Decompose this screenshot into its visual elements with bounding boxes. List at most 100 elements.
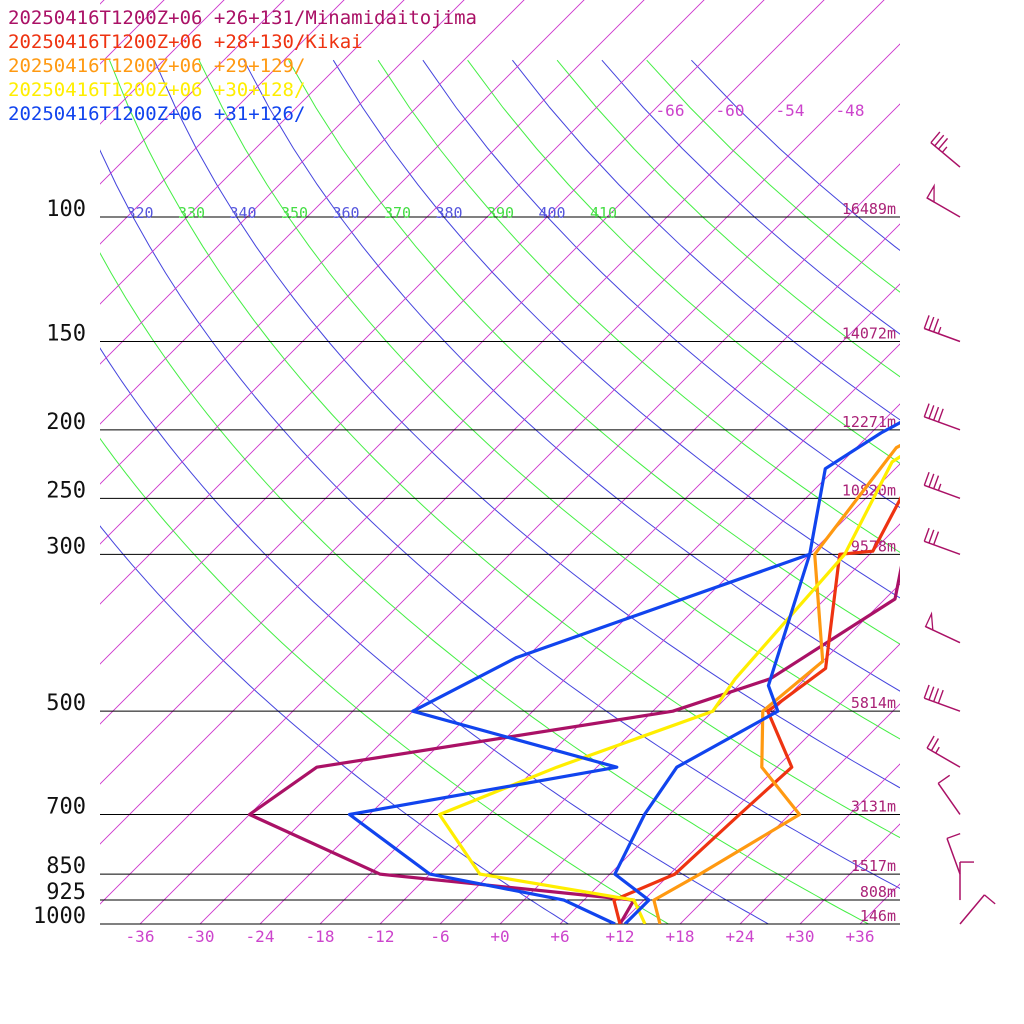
wind-barb-feather xyxy=(923,527,930,542)
wind-barb-staff xyxy=(930,142,961,168)
dry-adiabat-line xyxy=(100,252,870,924)
wind-barb-feather xyxy=(946,832,961,840)
isotherm-line xyxy=(100,0,885,785)
pressure-label: 850 xyxy=(46,854,86,879)
temperature-tick-label: +18 xyxy=(666,927,695,946)
isotherm-line xyxy=(799,823,900,924)
wind-barb-staff xyxy=(924,484,961,500)
wind-barb-feather xyxy=(933,688,940,702)
dry-adiabat-line xyxy=(198,59,900,740)
legend-entry: 20250416T1200Z+06 +30+128/ xyxy=(8,79,306,101)
wind-barb-feather xyxy=(933,475,940,490)
theta-label: 390 xyxy=(487,204,514,222)
wind-barb-staff xyxy=(924,697,961,712)
pressure-label: 250 xyxy=(46,478,86,503)
isotherm-line xyxy=(379,403,900,924)
theta-label: 370 xyxy=(384,204,411,222)
isotherm-line xyxy=(100,0,225,125)
upper-temperature-label: -54 xyxy=(776,101,805,120)
temperature-tick-label: +6 xyxy=(550,927,569,946)
dry-adiabat-line xyxy=(288,59,900,645)
wind-barb-feather xyxy=(933,318,940,333)
temperature-tick-label: -12 xyxy=(366,927,395,946)
dry-adiabats xyxy=(100,59,900,924)
wind-barb-feather xyxy=(934,134,945,147)
pressure-label: 100 xyxy=(46,197,86,222)
dry-adiabat-line xyxy=(100,347,770,924)
isotherm-line xyxy=(199,223,900,924)
isotherm-line xyxy=(100,0,345,245)
isobars xyxy=(100,216,900,925)
dry-adiabat-line xyxy=(153,59,900,789)
sounding-line-0 xyxy=(247,565,900,924)
height-label: 1517m xyxy=(851,857,896,875)
wind-barb-feather xyxy=(937,689,944,704)
temperature-tick-label: +24 xyxy=(726,927,755,946)
pressure-label: 300 xyxy=(46,534,86,559)
isotherm-line xyxy=(499,523,900,924)
height-label: 16489m xyxy=(842,200,896,218)
isotherm-line xyxy=(100,0,405,305)
wind-barb-feather xyxy=(930,131,941,144)
wind-barb xyxy=(959,861,974,901)
legend-entry: 20250416T1200Z+06 +29+129/ xyxy=(8,55,306,77)
upper-temperature-label: -48 xyxy=(836,101,865,120)
height-label: 3131m xyxy=(851,797,896,815)
wind-barb-feather xyxy=(923,684,930,699)
theta-label: 330 xyxy=(178,204,205,222)
height-labels: 16489m14072m12271m10820m9578m5814m3131m1… xyxy=(842,200,896,925)
wind-barb xyxy=(923,403,961,431)
isotherm-line xyxy=(100,103,900,905)
isotherms xyxy=(100,0,900,924)
wind-barb xyxy=(923,315,961,343)
dry-adiabat-line xyxy=(100,437,670,924)
wind-barb-feather xyxy=(937,774,951,784)
wind-barb-feather xyxy=(928,473,935,488)
dry-adiabat-line xyxy=(646,59,900,293)
wind-barb xyxy=(937,774,961,815)
legend-entry: 20250416T1200Z+06 +28+130/Kikai xyxy=(8,31,363,53)
wind-barb xyxy=(923,471,961,500)
wind-barb-feather xyxy=(923,315,930,329)
isotherm-line xyxy=(559,583,900,924)
wind-barb-feather xyxy=(983,894,996,905)
dry-adiabat-line xyxy=(556,59,900,378)
isotherm-line xyxy=(259,283,900,924)
pressure-label: 1000 xyxy=(33,904,86,929)
isotherm-line xyxy=(100,0,705,605)
temperature-tick-label: -36 xyxy=(126,927,155,946)
wind-barb-pennant xyxy=(926,183,935,204)
sounding-series xyxy=(247,420,900,924)
wind-barb xyxy=(959,894,996,925)
wind-barb-feather xyxy=(933,531,940,545)
theta-label: 380 xyxy=(435,204,462,222)
dry-adiabat-line xyxy=(512,59,900,421)
isotherm-line xyxy=(100,0,645,545)
pressure-label: 700 xyxy=(46,794,86,819)
wind-barb-feather xyxy=(923,403,930,418)
wind-barb-feather xyxy=(928,686,935,701)
theta-label: 340 xyxy=(229,204,256,222)
isotherm-line xyxy=(319,343,900,924)
theta-label: 410 xyxy=(590,204,617,222)
temperature-tick-label: +30 xyxy=(786,927,815,946)
wind-barb-half-feather xyxy=(937,326,942,334)
isotherm-line xyxy=(679,703,900,924)
wind-barb xyxy=(923,684,961,712)
height-label: 808m xyxy=(860,883,896,901)
sounding-line-1 xyxy=(612,496,900,924)
wind-barb-staff xyxy=(959,894,986,925)
wind-barb-feather xyxy=(928,529,935,544)
isotherm-line xyxy=(439,463,900,924)
temperature-tick-labels: -36 -30 -24 -18 -12 -6 +0 +6 +12 +18 +24 +30 +36 xyxy=(126,927,875,946)
pressure-label: 150 xyxy=(46,321,86,346)
wind-barb-feather xyxy=(926,735,935,749)
wind-barb-staff xyxy=(926,747,961,768)
isotherm-line xyxy=(100,0,285,185)
wind-barb-feather xyxy=(923,471,930,486)
height-label: 146m xyxy=(860,907,896,925)
isotherm-line xyxy=(100,0,525,425)
isotherm-line xyxy=(739,763,900,924)
height-label: 14072m xyxy=(842,324,896,342)
